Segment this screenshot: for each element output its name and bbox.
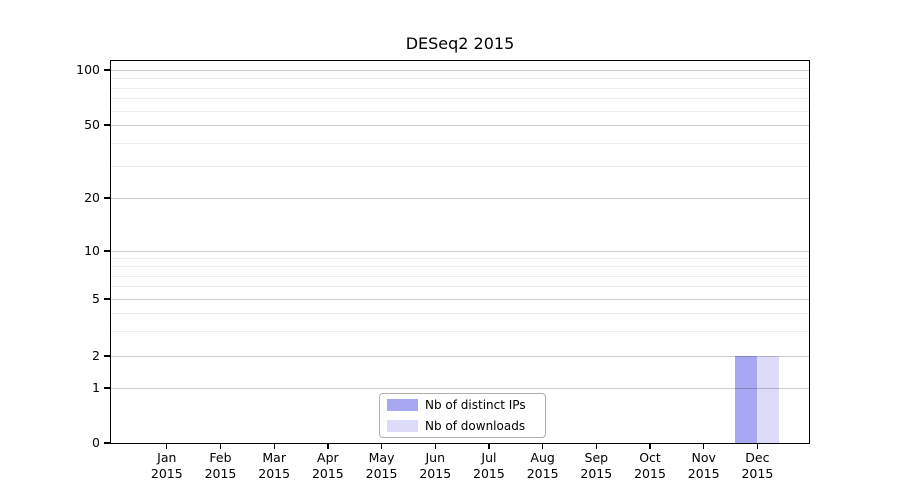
x-tick-label: Dec 2015 (725, 450, 789, 481)
major-gridline (110, 388, 810, 389)
legend-swatch-distinct-ips (387, 399, 418, 411)
y-tick-mark (104, 442, 110, 444)
x-tick-month: Apr (317, 450, 339, 465)
minor-gridline (110, 258, 810, 260)
x-tick-month: Dec (745, 450, 770, 465)
x-tick-month: Sep (584, 450, 609, 465)
y-tick-label: 20 (84, 190, 100, 205)
x-tick-label: Feb 2015 (188, 450, 252, 481)
x-tick-year: 2015 (580, 465, 613, 481)
x-tick-month: Jul (481, 450, 497, 465)
x-tick-year: 2015 (150, 465, 183, 481)
plot-frame (110, 60, 810, 444)
minor-gridline (110, 330, 810, 332)
x-tick-mark (649, 444, 651, 449)
x-tick-month: Jun (425, 450, 446, 465)
x-tick-month: Feb (209, 450, 232, 465)
x-tick-month: Aug (530, 450, 555, 465)
x-tick-mark (219, 444, 222, 449)
major-gridline (110, 198, 810, 199)
x-tick-mark (595, 444, 598, 449)
x-tick-month: Mar (262, 450, 286, 465)
y-tick-label: 50 (84, 117, 100, 132)
major-gridline (110, 356, 810, 357)
major-gridline (110, 70, 810, 71)
y-tick-mark (104, 69, 110, 71)
x-tick-year: 2015 (741, 465, 774, 481)
x-tick-label: Mar 2015 (242, 450, 306, 481)
x-tick-label: Jan 2015 (135, 450, 199, 481)
minor-gridline (110, 165, 810, 167)
y-tick-label: 1 (92, 380, 100, 395)
chart-title: DESeq2 2015 (405, 34, 515, 53)
x-tick-mark (488, 444, 490, 449)
plot-area (110, 60, 810, 444)
x-tick-label: Nov 2015 (672, 450, 736, 481)
major-gridline (110, 251, 810, 252)
y-tick-mark (104, 387, 110, 389)
x-tick-month: Oct (639, 450, 661, 465)
x-tick-mark (756, 444, 759, 449)
y-tick-mark (104, 355, 110, 357)
x-tick-label: Jul 2015 (457, 450, 521, 481)
x-tick-month: May (368, 450, 395, 465)
minor-gridline (110, 87, 810, 89)
x-tick-year: 2015 (687, 465, 720, 481)
x-tick-mark (434, 444, 436, 449)
x-tick-month: Jan (157, 450, 177, 465)
x-tick-year: 2015 (365, 465, 398, 481)
minor-gridline (110, 286, 810, 288)
minor-gridline (110, 275, 810, 277)
x-tick-year: 2015 (258, 465, 291, 481)
bar-distinct-ips (735, 356, 758, 443)
y-tick-label: 10 (84, 243, 100, 258)
y-tick-label: 5 (92, 291, 100, 306)
x-tick-mark (380, 444, 383, 449)
x-tick-year: 2015 (311, 465, 344, 481)
y-tick-mark (104, 298, 110, 300)
x-tick-year: 2015 (473, 465, 505, 481)
y-tick-label: 0 (92, 435, 100, 450)
minor-gridline (110, 312, 810, 314)
y-tick-label: 100 (76, 62, 100, 77)
major-gridline (110, 299, 810, 300)
minor-gridline (110, 98, 810, 100)
x-tick-year: 2015 (634, 465, 666, 481)
legend-item-distinct-ips: Nb of distinct IPs (387, 397, 538, 412)
legend-swatch-downloads (387, 420, 418, 432)
x-tick-mark (703, 444, 705, 449)
y-tick-mark (104, 124, 110, 126)
major-gridline (110, 125, 810, 126)
y-tick-mark (104, 250, 110, 252)
minor-gridline (110, 78, 810, 80)
x-tick-mark (542, 444, 544, 449)
x-tick-mark (166, 444, 168, 449)
minor-gridline (110, 142, 810, 144)
legend-label-downloads: Nb of downloads (425, 418, 526, 433)
y-tick-label: 2 (92, 348, 100, 363)
x-tick-label: Aug 2015 (511, 450, 575, 481)
legend: Nb of distinct IPs Nb of downloads (379, 393, 546, 438)
x-tick-year: 2015 (419, 465, 452, 481)
x-tick-month: Nov (691, 450, 716, 465)
legend-item-downloads: Nb of downloads (387, 418, 538, 433)
x-tick-year: 2015 (526, 465, 559, 481)
x-tick-label: Sep 2015 (564, 450, 628, 481)
minor-gridline (110, 110, 810, 112)
x-tick-label: May 2015 (350, 450, 414, 481)
minor-gridline (110, 266, 810, 268)
legend-label-distinct-ips: Nb of distinct IPs (425, 397, 526, 412)
x-tick-label: Apr 2015 (296, 450, 360, 481)
x-tick-mark (327, 444, 329, 449)
x-tick-label: Jun 2015 (403, 450, 467, 481)
x-tick-mark (273, 444, 275, 449)
x-tick-year: 2015 (204, 465, 237, 481)
bar-downloads (757, 356, 780, 443)
x-tick-label: Oct 2015 (618, 450, 682, 481)
y-tick-mark (104, 197, 110, 199)
